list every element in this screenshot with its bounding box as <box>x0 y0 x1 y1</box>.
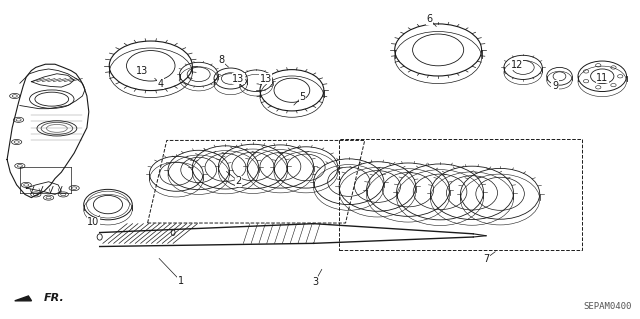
Text: 1: 1 <box>178 276 184 286</box>
Text: 6: 6 <box>427 14 433 24</box>
Text: 8: 8 <box>218 56 224 65</box>
Text: 11: 11 <box>596 72 609 83</box>
Text: 10: 10 <box>87 217 99 227</box>
Text: 7: 7 <box>483 254 489 263</box>
Polygon shape <box>15 296 31 301</box>
Text: FR.: FR. <box>44 293 65 303</box>
Text: 3: 3 <box>312 277 318 287</box>
Text: 12: 12 <box>511 60 523 70</box>
Text: 2: 2 <box>235 176 241 186</box>
Text: 4: 4 <box>157 79 163 89</box>
Text: 13: 13 <box>232 74 244 84</box>
Text: 5: 5 <box>299 92 305 102</box>
Text: 13: 13 <box>260 74 272 84</box>
Text: 9: 9 <box>552 81 558 91</box>
Text: SEPAM0400: SEPAM0400 <box>583 302 632 311</box>
Text: 13: 13 <box>136 66 148 76</box>
